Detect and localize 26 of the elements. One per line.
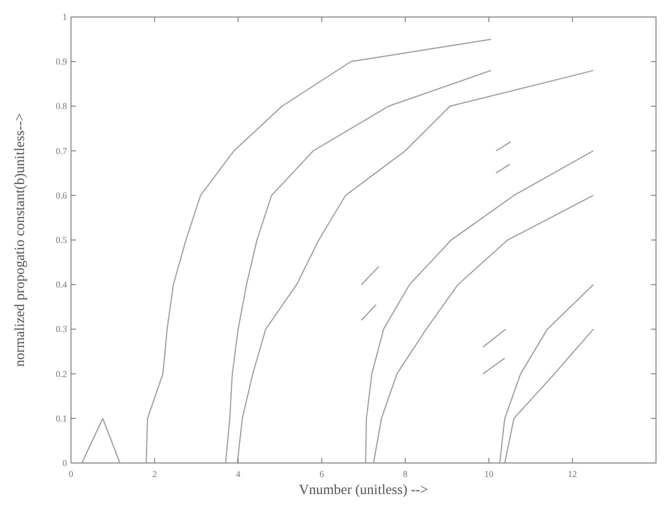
line-series (372, 194, 594, 464)
y-tick-label: 0.3 (56, 324, 68, 334)
y-tick-label: 0.2 (56, 368, 67, 379)
y-tick-label: 0.5 (56, 235, 68, 245)
line-series (499, 284, 594, 464)
line-series (146, 38, 492, 464)
y-axis-title: normalized propogatio constant(b)unitless--> (13, 113, 28, 367)
y-tick-label: 0.4 (56, 280, 68, 290)
y-tick-label: 0.1 (56, 413, 67, 424)
y-tick-label: 0 (62, 458, 68, 468)
x-tick-label: 4 (236, 469, 241, 479)
line-series (365, 150, 594, 464)
x-tick-label: 2 (152, 469, 157, 479)
x-tick-label: 6 (319, 469, 324, 479)
line-series (236, 70, 594, 464)
y-tick-label: 0.8 (56, 101, 68, 112)
x-tick-label: 12 (568, 469, 577, 479)
y-tick-label: 0.9 (56, 56, 68, 67)
x-tick-label: 8 (403, 469, 408, 479)
y-tick-label: 0.7 (56, 146, 68, 156)
y-tick-label: 1 (62, 12, 67, 22)
line-series (504, 328, 594, 464)
y-tick-label: 0.6 (56, 190, 68, 200)
x-axis-title: Vnumber (unitless) --> (298, 483, 428, 498)
x-tick-label: 10 (484, 469, 494, 479)
line-series (225, 70, 492, 464)
